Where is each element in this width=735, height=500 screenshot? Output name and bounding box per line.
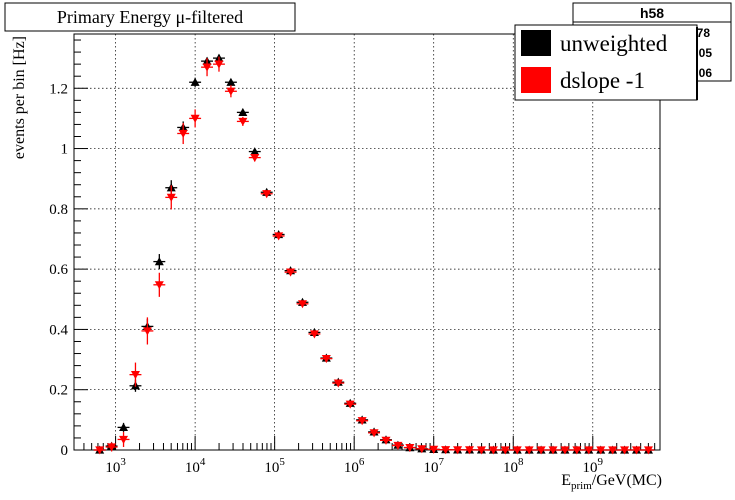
y-tick-label: 1 bbox=[61, 142, 69, 158]
x-tick-label: 105 bbox=[264, 456, 285, 476]
data-point-marker bbox=[500, 446, 510, 455]
legend-label-unweighted: unweighted bbox=[560, 31, 668, 56]
data-point-marker bbox=[584, 446, 594, 455]
data-point-marker bbox=[632, 446, 642, 455]
data-point-marker bbox=[226, 77, 236, 86]
plot-frame bbox=[73, 33, 661, 451]
title-box: Primary Energy μ-filtered bbox=[4, 2, 296, 32]
data-point-marker bbox=[190, 114, 200, 123]
chart-title: Primary Energy μ-filtered bbox=[57, 7, 243, 27]
data-point-marker bbox=[417, 445, 427, 454]
x-tick-label: 104 bbox=[185, 456, 206, 476]
data-point-marker bbox=[166, 193, 176, 202]
data-point-marker bbox=[250, 147, 260, 156]
data-point-marker bbox=[130, 371, 140, 380]
data-point-marker bbox=[107, 443, 117, 452]
data-point-marker bbox=[154, 281, 164, 290]
data-point-marker bbox=[226, 87, 236, 96]
x-axis-label-main: E bbox=[561, 472, 571, 489]
data-point-marker bbox=[238, 107, 248, 116]
y-tick-label: 0.2 bbox=[49, 383, 68, 399]
x-axis-label-sub: prim bbox=[571, 480, 592, 492]
data-point-marker bbox=[333, 379, 343, 388]
data-point-marker bbox=[548, 446, 558, 455]
x-tick-label: 103 bbox=[105, 456, 126, 476]
data-point-marker bbox=[250, 153, 260, 163]
y-tick-label: 0.8 bbox=[49, 202, 68, 218]
y-tick-label: 1.2 bbox=[49, 81, 68, 97]
data-point-marker bbox=[345, 400, 355, 409]
data-point-marker bbox=[572, 446, 582, 455]
data-point-marker bbox=[119, 435, 129, 444]
data-point-marker bbox=[441, 446, 451, 455]
data-point-marker bbox=[357, 417, 367, 426]
stats-box-value-1: 78 bbox=[697, 26, 711, 40]
data-point-marker bbox=[643, 446, 653, 455]
data-point-marker bbox=[369, 429, 379, 438]
data-point-marker bbox=[512, 446, 522, 455]
data-point-marker bbox=[405, 443, 415, 453]
series-unweighted bbox=[93, 53, 655, 454]
data-point-marker bbox=[476, 446, 486, 455]
data-point-marker bbox=[142, 327, 152, 336]
x-tick-label: 106 bbox=[344, 456, 365, 476]
x-tick-label: 107 bbox=[423, 456, 444, 476]
x-tick-label: 109 bbox=[583, 456, 604, 476]
y-tick-label: 0.6 bbox=[49, 262, 68, 278]
data-point-marker bbox=[262, 190, 272, 199]
data-point-marker bbox=[95, 446, 105, 455]
data-point-marker bbox=[238, 117, 248, 126]
x-axis-label-rest: /GeV(MC) bbox=[592, 472, 662, 489]
y-tick-label: 0 bbox=[61, 443, 69, 459]
legend-swatch-unweighted bbox=[521, 30, 551, 56]
data-point-marker bbox=[297, 300, 307, 309]
data-point-marker bbox=[119, 422, 129, 431]
stats-box-value-3: 06 bbox=[699, 66, 713, 80]
x-axis-label: Eprim/GeV(MC) bbox=[561, 472, 662, 492]
x-tick-labels: 103 104 105 106 107 108 109 bbox=[105, 456, 603, 476]
data-point-marker bbox=[429, 445, 439, 454]
data-point-marker bbox=[620, 446, 630, 455]
data-point-marker bbox=[214, 60, 224, 69]
x-tick-label: 108 bbox=[503, 456, 524, 476]
data-point-marker bbox=[190, 77, 200, 86]
data-point-marker bbox=[286, 268, 296, 277]
data-point-marker bbox=[321, 355, 331, 364]
data-point-marker bbox=[154, 257, 164, 266]
y-axis-label: events per bin [Hz] bbox=[11, 36, 28, 159]
data-point-marker bbox=[596, 446, 606, 455]
data-point-marker bbox=[381, 436, 391, 445]
data-point-marker bbox=[536, 446, 546, 455]
data-point-marker bbox=[178, 129, 188, 138]
data-point-marker bbox=[608, 446, 618, 455]
stats-box-title: h58 bbox=[640, 5, 664, 21]
data-point-marker bbox=[524, 446, 534, 455]
stats-box-value-2: 05 bbox=[699, 46, 713, 60]
data-point-marker bbox=[309, 330, 319, 339]
axis-ticks bbox=[73, 39, 661, 451]
data-point-marker bbox=[453, 446, 463, 455]
legend: unweighted dslope -1 bbox=[514, 24, 698, 101]
series-dslope bbox=[93, 56, 655, 455]
legend-swatch-dslope bbox=[521, 67, 551, 93]
data-point-marker bbox=[560, 446, 570, 455]
data-point-marker bbox=[488, 446, 498, 455]
y-tick-label: 0.4 bbox=[49, 322, 68, 338]
data-point-marker bbox=[202, 63, 212, 72]
legend-label-dslope: dslope -1 bbox=[560, 68, 645, 93]
data-point-marker bbox=[274, 232, 284, 241]
data-point-marker bbox=[465, 446, 475, 455]
y-tick-labels: 0 0.2 0.4 0.6 0.8 1 1.2 bbox=[49, 81, 68, 459]
data-point-marker bbox=[393, 441, 403, 450]
